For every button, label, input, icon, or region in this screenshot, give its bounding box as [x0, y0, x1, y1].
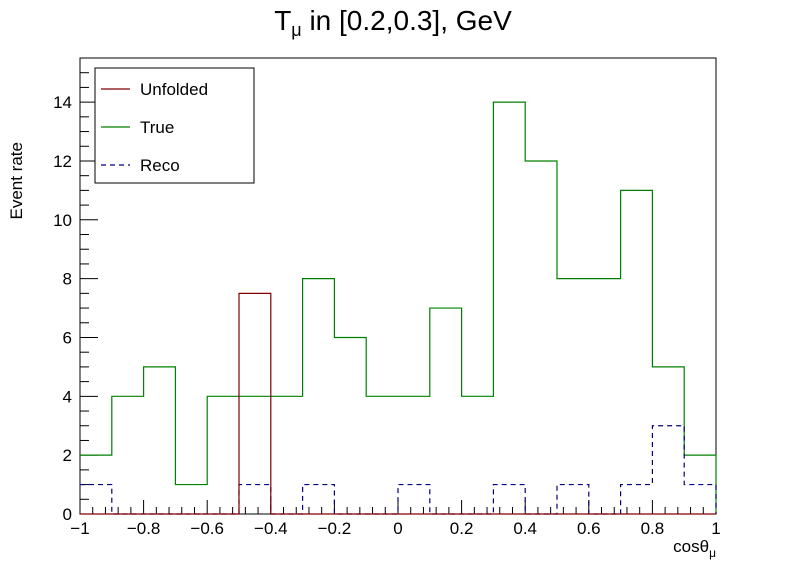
title-rest: in [0.2,0.3], GeV [302, 5, 512, 36]
x-tick-label: 0.2 [450, 519, 474, 538]
x-axis-label: cosθμ [673, 537, 716, 560]
y-tick-label: 12 [53, 152, 72, 171]
x-tick-label: 0.8 [641, 519, 665, 538]
y-tick-label: 0 [63, 505, 72, 524]
legend-label-reco: Reco [140, 156, 180, 175]
x-tick-label: −0.4 [254, 519, 288, 538]
x-tick-label: −0.2 [318, 519, 352, 538]
x-tick-label: −0.8 [127, 519, 161, 538]
x-tick-label: 0.4 [513, 519, 537, 538]
x-tick-label: −1 [70, 519, 89, 538]
y-tick-label: 2 [63, 446, 72, 465]
legend-label-true: True [140, 118, 174, 137]
x-tick-label: 1 [711, 519, 720, 538]
y-tick-label: 6 [63, 328, 72, 347]
x-axis-label-main: cosθ [673, 537, 709, 556]
title-main: T [274, 5, 291, 36]
legend: Unfolded True Reco [94, 67, 255, 184]
x-tick-label: 0 [393, 519, 402, 538]
series-layer [80, 101, 717, 515]
y-tick-label: 4 [63, 387, 72, 406]
chart-title: Tμ in [0.2,0.3], GeV [274, 5, 512, 40]
x-axis-label-subscript: μ [709, 546, 716, 560]
x-tick-label: −0.6 [190, 519, 224, 538]
y-tick-label: 8 [63, 270, 72, 289]
y-axis-label: Event rate [7, 142, 26, 220]
series-line-true [80, 101, 717, 514]
legend-label-unfolded: Unfolded [140, 80, 208, 99]
x-axis-ticks: −1 −0.8 −0.6 −0.4 −0.2 0 0.2 0.4 0.6 0.8 1 [70, 500, 721, 538]
x-tick-label: 0.6 [577, 519, 601, 538]
title-subscript: μ [291, 20, 301, 40]
y-tick-label: 10 [53, 211, 72, 230]
y-tick-label: 14 [53, 93, 72, 112]
y-axis-ticks: 0 2 4 6 8 10 12 14 [53, 57, 98, 524]
legend-box [94, 67, 255, 184]
series-line-unfolded [80, 292, 716, 515]
